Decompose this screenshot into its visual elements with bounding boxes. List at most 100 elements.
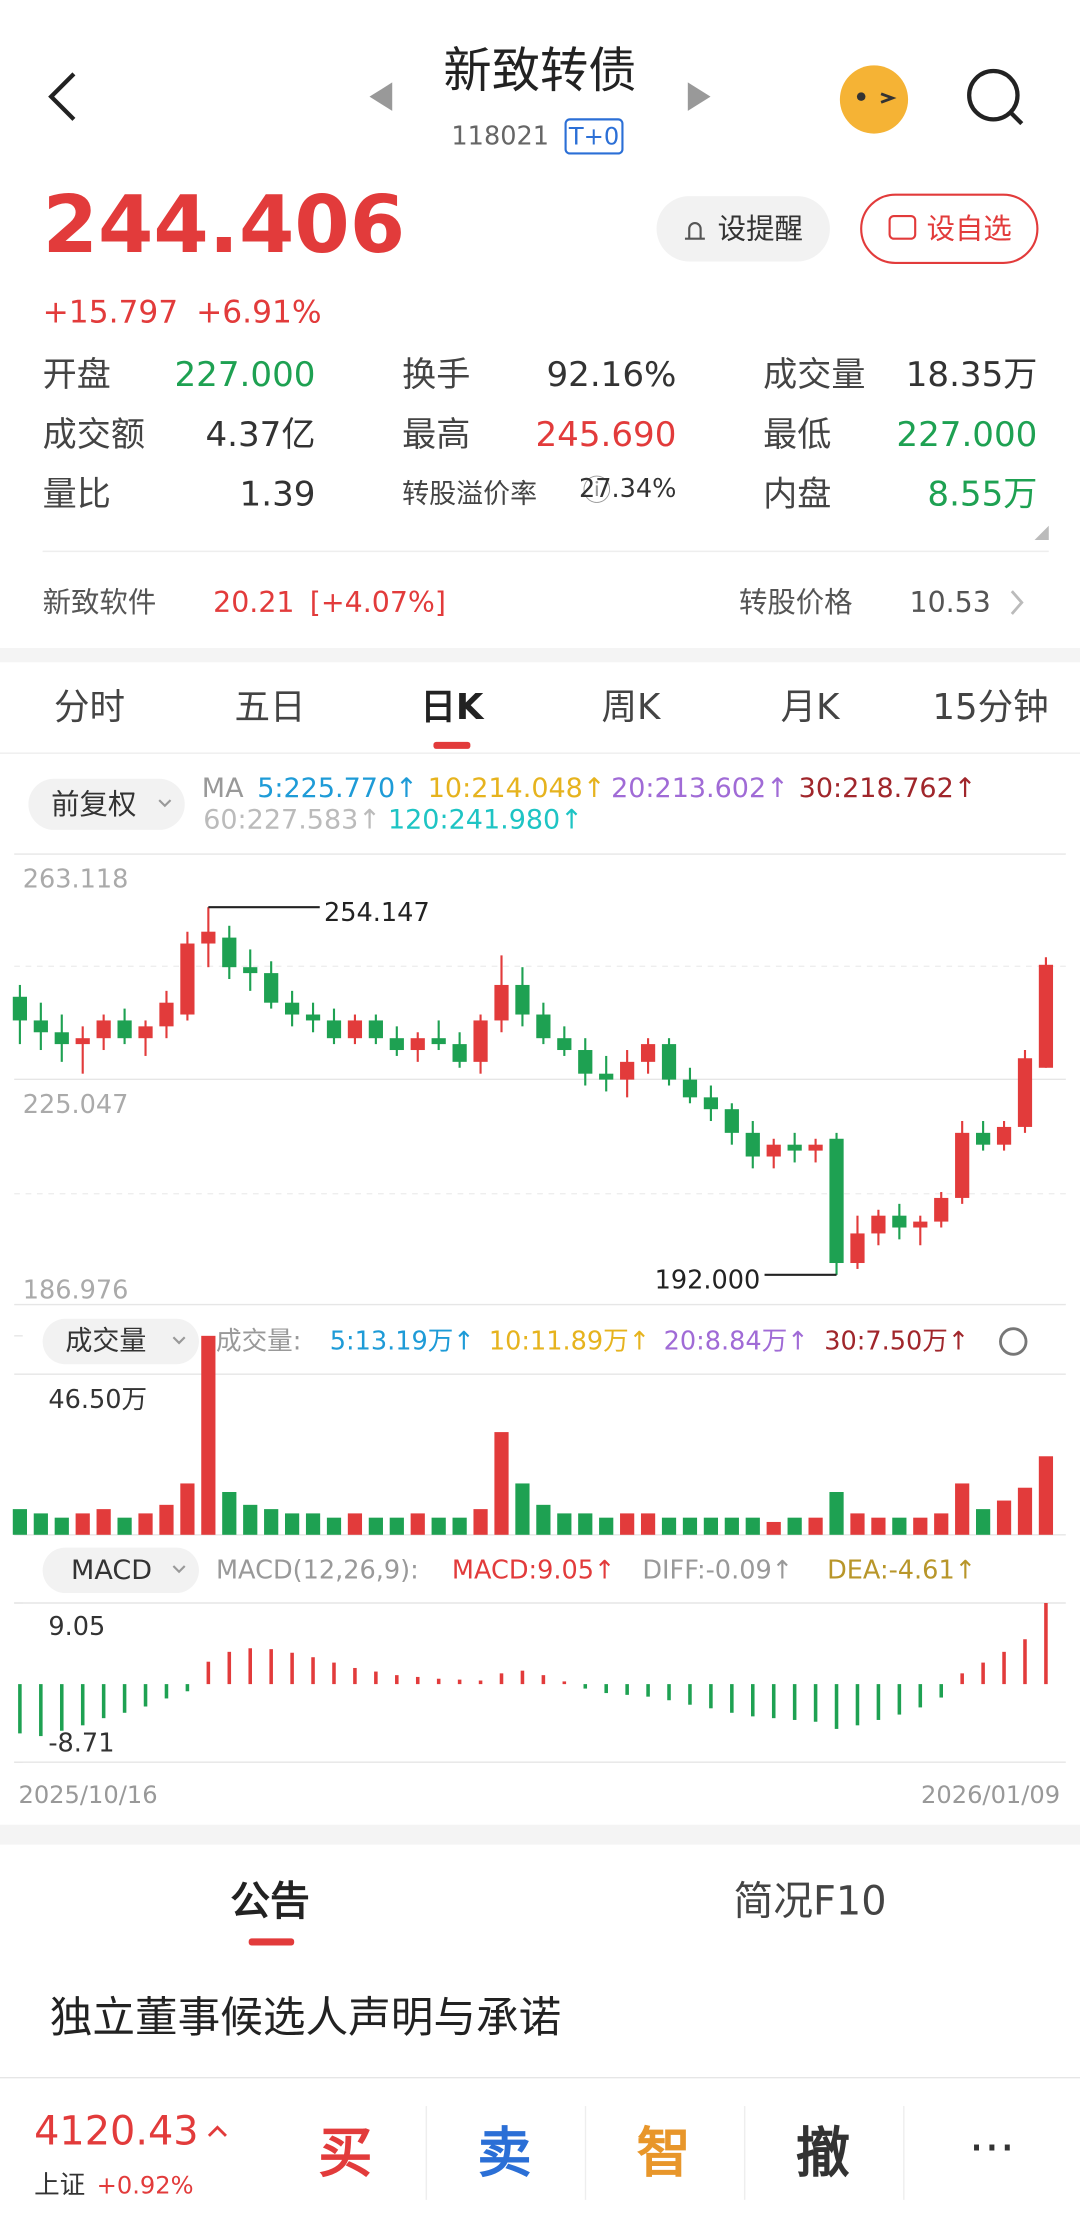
conv-value: 10.53 — [910, 586, 991, 619]
candle-body — [934, 1197, 949, 1222]
candle-body — [159, 1002, 174, 1027]
candle-body — [976, 1132, 991, 1145]
action-button[interactable]: 卖 — [477, 2121, 531, 2184]
vol-prefix: 成交量: — [216, 1327, 301, 1357]
news-tab-active[interactable]: 公告 — [230, 1878, 310, 1924]
volume-bar — [305, 1513, 321, 1535]
volume-bar — [892, 1517, 907, 1535]
volume-bar — [180, 1483, 195, 1535]
volume-bar — [1038, 1456, 1054, 1535]
stat-label: 成交量 — [763, 355, 865, 395]
candle-body — [75, 1038, 90, 1045]
candle-body — [892, 1215, 907, 1228]
candle-body — [808, 1144, 823, 1151]
caret — [207, 2125, 227, 2137]
ma-item: 10:214.048↑ — [428, 773, 606, 804]
back-button[interactable] — [48, 72, 76, 121]
tab-underline — [248, 1938, 295, 1946]
chevron — [1010, 590, 1024, 615]
candle-body — [913, 1221, 928, 1228]
stat-value: 27.34% — [579, 474, 676, 504]
volume-bar — [871, 1517, 886, 1535]
caret — [172, 1336, 186, 1345]
alert-button[interactable] — [656, 196, 830, 262]
volume-bar — [808, 1517, 823, 1535]
candle-body — [557, 1038, 572, 1051]
vol-label: 成交量 — [65, 1326, 146, 1357]
prev-arrow[interactable] — [369, 82, 393, 111]
tab-underline — [433, 741, 471, 749]
volume-bar — [996, 1500, 1012, 1535]
tag-box — [564, 118, 624, 155]
candle-body — [305, 1014, 321, 1021]
expand-corner[interactable] — [1034, 525, 1049, 541]
settings-icon[interactable] — [999, 1327, 1028, 1356]
tab[interactable]: 日K — [420, 687, 485, 728]
ma-item: 60:227.583↑ — [203, 804, 381, 835]
tab[interactable]: 月K — [781, 687, 842, 728]
underlying-price: 20.21 — [213, 586, 294, 619]
change-pct: +6.91% — [196, 295, 321, 331]
volume-bar — [117, 1517, 132, 1535]
volume-bar — [285, 1513, 300, 1535]
candle-body — [787, 1144, 802, 1151]
watch-icon — [888, 214, 917, 240]
volume-bar — [347, 1513, 363, 1535]
candle-body — [285, 1002, 300, 1015]
stat-value: 8.55万 — [927, 475, 1037, 515]
mascot-eye — [880, 92, 897, 104]
caret — [172, 1565, 186, 1574]
vol-item: 20:8.84万↑ — [664, 1327, 809, 1357]
volume-bar — [54, 1517, 69, 1535]
candle-body — [682, 1079, 698, 1098]
volume-bar — [138, 1513, 153, 1535]
search-button[interactable] — [967, 68, 1020, 122]
vol-pill[interactable] — [42, 1318, 199, 1365]
y-tick-label: 9.05 — [48, 1612, 105, 1642]
candle-body — [222, 937, 237, 968]
underlying-name: 新致软件 — [43, 586, 157, 619]
action-button[interactable]: 买 — [318, 2121, 372, 2184]
candle-body — [117, 1020, 132, 1039]
tab[interactable]: 五日 — [234, 687, 305, 728]
tab[interactable]: 15分钟 — [932, 687, 1048, 728]
candle-body — [389, 1038, 404, 1051]
watch-button[interactable] — [860, 193, 1039, 264]
volume-bar — [264, 1509, 279, 1535]
candle-body — [201, 931, 216, 944]
code: 118021 — [451, 121, 549, 151]
stat-value: 92.16% — [546, 355, 676, 395]
candle-body — [410, 1038, 425, 1051]
volume-bar — [682, 1517, 698, 1535]
more-button[interactable]: ··· — [969, 2121, 1015, 2177]
volume-bar — [976, 1509, 991, 1535]
candle-body — [850, 1233, 865, 1264]
tab[interactable]: 周K — [602, 687, 663, 728]
y-tick-label: -8.71 — [48, 1729, 114, 1759]
headline[interactable]: 独立董事候选人声明与承诺 — [50, 1993, 562, 2043]
next-arrow[interactable] — [687, 82, 711, 111]
volume-bar — [850, 1513, 865, 1535]
candle-body — [745, 1132, 760, 1157]
volume-bar — [389, 1517, 404, 1535]
candle-body — [180, 943, 195, 1015]
action-button[interactable]: 撤 — [796, 2121, 850, 2184]
candle-body — [724, 1109, 739, 1133]
change: +15.797 — [43, 295, 179, 331]
adj-pill[interactable] — [28, 778, 185, 830]
tab[interactable]: 分时 — [54, 687, 125, 728]
candle-body — [661, 1044, 677, 1080]
candle-body — [829, 1138, 844, 1264]
index-name: 上证 — [34, 2171, 85, 2201]
candle-body — [996, 1126, 1012, 1145]
mascot[interactable] — [839, 65, 909, 134]
macd-pill[interactable] — [42, 1547, 199, 1594]
volume-bar — [829, 1492, 844, 1535]
stat-value: 245.690 — [535, 415, 676, 455]
news-tab[interactable]: 简况F10 — [733, 1878, 886, 1924]
caret — [158, 799, 172, 808]
stat-value: 1.39 — [240, 475, 316, 515]
action-button[interactable]: 智 — [637, 2121, 691, 2184]
candle-body — [264, 973, 279, 1003]
